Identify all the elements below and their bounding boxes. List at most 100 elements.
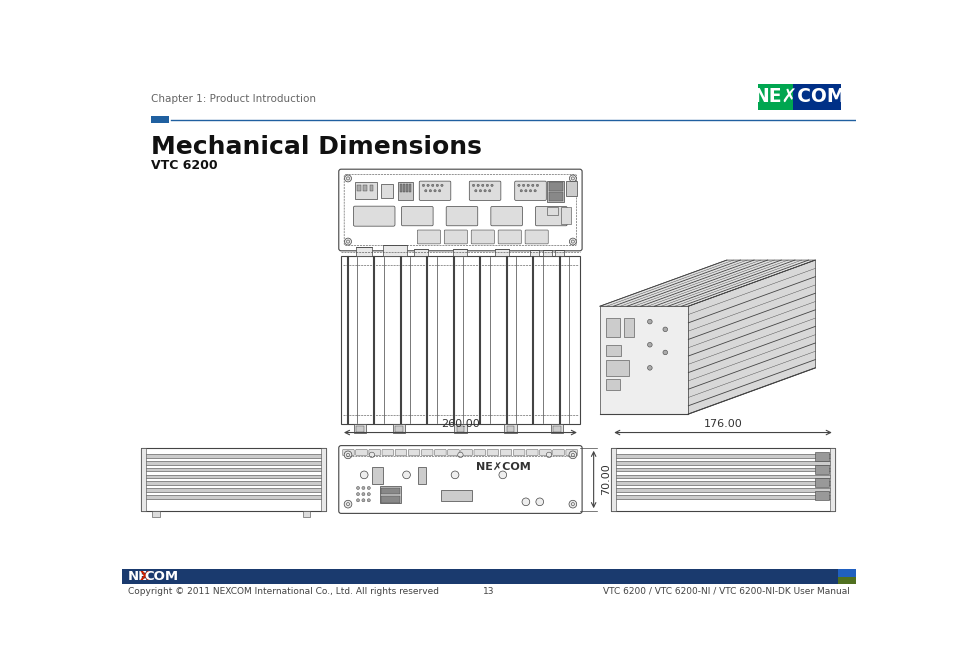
Bar [815, 465, 828, 474]
Bar [815, 478, 828, 487]
Text: 260.00: 260.00 [440, 419, 479, 429]
FancyBboxPatch shape [355, 450, 367, 456]
Bar [152, 511, 160, 517]
Bar [757, 84, 792, 110]
Bar [302, 511, 310, 517]
Circle shape [569, 238, 576, 245]
Circle shape [529, 190, 531, 192]
Circle shape [367, 487, 370, 489]
Bar [547, 207, 558, 214]
Circle shape [356, 493, 359, 496]
Circle shape [519, 190, 522, 192]
FancyBboxPatch shape [401, 206, 433, 226]
Circle shape [536, 184, 538, 187]
Bar [356, 185, 361, 191]
Bar [605, 360, 628, 376]
Text: NE✗COM: NE✗COM [476, 462, 530, 472]
Circle shape [478, 190, 481, 192]
FancyBboxPatch shape [338, 446, 581, 513]
Bar [356, 247, 372, 256]
Bar [837, 569, 856, 577]
Bar [354, 424, 366, 433]
Text: NE: NE [128, 570, 148, 583]
Circle shape [434, 190, 436, 192]
Circle shape [491, 184, 493, 187]
Circle shape [568, 451, 577, 459]
Circle shape [429, 190, 431, 192]
Circle shape [521, 498, 529, 505]
Bar [143, 474, 323, 478]
Bar [611, 448, 616, 511]
Circle shape [483, 190, 486, 192]
FancyBboxPatch shape [515, 181, 546, 200]
Bar [381, 488, 399, 494]
Circle shape [569, 175, 576, 182]
Circle shape [546, 452, 551, 458]
Bar [599, 306, 688, 414]
Text: X: X [139, 570, 150, 583]
Bar [565, 181, 577, 196]
Bar [399, 184, 401, 192]
FancyBboxPatch shape [460, 450, 472, 456]
Bar [611, 448, 834, 511]
Circle shape [344, 500, 352, 508]
Circle shape [451, 471, 458, 478]
Bar [792, 84, 840, 110]
Circle shape [526, 184, 529, 187]
Bar [381, 497, 399, 503]
Circle shape [647, 343, 652, 347]
Circle shape [427, 184, 429, 187]
Bar [141, 448, 325, 511]
Bar [605, 318, 619, 337]
Circle shape [402, 471, 410, 478]
Text: 13: 13 [482, 587, 495, 595]
FancyBboxPatch shape [353, 206, 395, 226]
FancyBboxPatch shape [535, 206, 566, 226]
FancyBboxPatch shape [487, 450, 498, 456]
Circle shape [481, 184, 483, 187]
Circle shape [356, 487, 359, 489]
Bar [143, 468, 323, 472]
Text: Chapter 1: Product Introduction: Chapter 1: Product Introduction [151, 95, 315, 105]
Circle shape [436, 184, 438, 187]
Circle shape [475, 190, 476, 192]
Bar [550, 424, 562, 433]
Text: 70.00: 70.00 [600, 464, 611, 495]
FancyBboxPatch shape [408, 450, 419, 456]
FancyBboxPatch shape [491, 206, 522, 226]
Text: 176.00: 176.00 [703, 419, 741, 429]
Bar [393, 424, 405, 433]
Bar [829, 448, 834, 511]
Bar [613, 454, 831, 458]
Circle shape [361, 499, 365, 502]
Circle shape [534, 190, 536, 192]
Bar [453, 249, 466, 256]
FancyBboxPatch shape [446, 206, 477, 226]
FancyBboxPatch shape [539, 450, 551, 456]
FancyBboxPatch shape [497, 230, 520, 244]
Text: NE✗COM: NE✗COM [752, 87, 844, 106]
Circle shape [647, 319, 652, 324]
Bar [613, 474, 831, 478]
FancyBboxPatch shape [418, 181, 451, 200]
Bar [613, 461, 831, 465]
Bar [369, 185, 373, 191]
Bar [414, 249, 428, 256]
Bar [613, 495, 831, 499]
Bar [121, 569, 856, 584]
Circle shape [457, 452, 462, 458]
Bar [143, 454, 323, 458]
Bar [555, 250, 564, 256]
Bar [151, 116, 170, 123]
Circle shape [522, 184, 524, 187]
Circle shape [356, 499, 359, 502]
FancyBboxPatch shape [447, 450, 458, 456]
Bar [548, 192, 562, 201]
Circle shape [662, 327, 667, 332]
FancyBboxPatch shape [499, 450, 511, 456]
Circle shape [344, 451, 352, 459]
FancyBboxPatch shape [395, 450, 406, 456]
Text: VTC 6200: VTC 6200 [151, 159, 217, 172]
FancyBboxPatch shape [338, 169, 581, 251]
Polygon shape [688, 260, 815, 414]
